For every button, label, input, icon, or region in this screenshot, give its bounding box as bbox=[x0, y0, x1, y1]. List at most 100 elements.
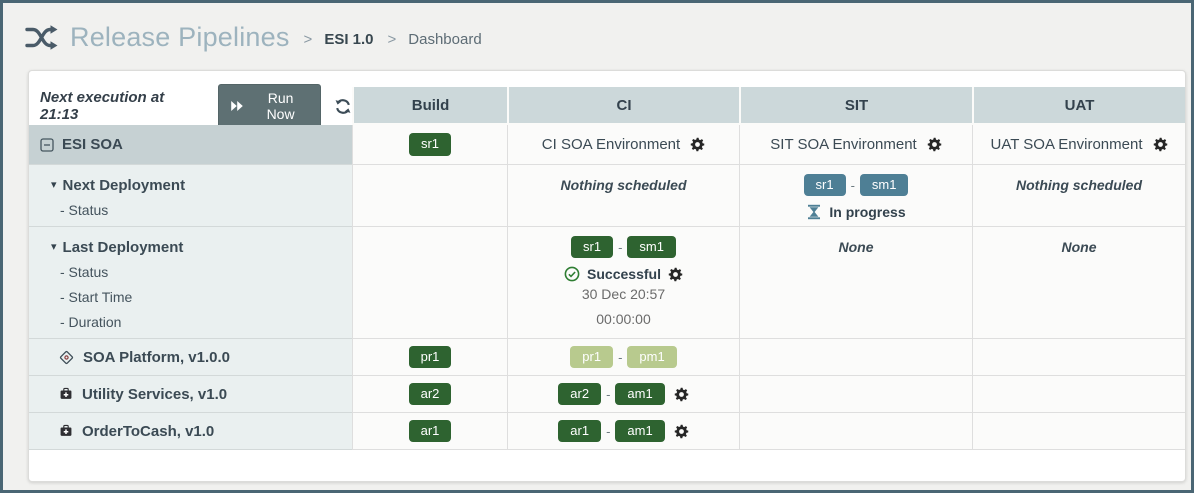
last-deployment-toggle[interactable]: ▾ Last Deployment bbox=[51, 235, 183, 260]
pipeline-toolbar: Next execution at 21:13 Run Now bbox=[29, 84, 352, 128]
build-package-cell: ar2 bbox=[352, 376, 507, 413]
pipeline-name: ESI SOA bbox=[62, 136, 123, 153]
manifest-badge[interactable]: pm1 bbox=[627, 345, 677, 369]
caret-down-icon: ▾ bbox=[51, 179, 57, 191]
breadcrumb-release[interactable]: ESI 1.0 bbox=[324, 30, 374, 48]
release-badge[interactable]: sr1 bbox=[803, 174, 846, 197]
refresh-button[interactable] bbox=[334, 98, 352, 115]
ci-package-cell: pr1 - pm1 bbox=[507, 339, 739, 376]
pipeline-table: Next execution at 21:13 Run Now bbox=[29, 84, 1185, 450]
package-badge[interactable]: ar1 bbox=[408, 419, 452, 443]
last-deployment-label: Last Deployment bbox=[62, 239, 184, 256]
environment-name: SIT SOA Environment bbox=[770, 136, 917, 153]
next-deployment-ci-cell: Nothing scheduled bbox=[507, 165, 739, 227]
package-badge[interactable]: pr1 bbox=[570, 345, 614, 369]
collapse-icon[interactable] bbox=[40, 137, 54, 152]
caret-down-icon: ▾ bbox=[51, 241, 57, 253]
sit-environment-cell: SIT SOA Environment bbox=[739, 125, 972, 165]
breadcrumb-separator: > bbox=[387, 30, 397, 48]
empty-cell bbox=[352, 165, 507, 227]
deployment-status-text: In progress bbox=[829, 204, 906, 221]
package-badge[interactable]: pr1 bbox=[408, 345, 452, 369]
duration-value: 00:00:00 bbox=[596, 311, 651, 328]
build-package-cell: pr1 bbox=[352, 339, 507, 376]
manifest-badge[interactable]: am1 bbox=[615, 382, 665, 406]
badge-separator: - bbox=[618, 349, 623, 365]
manifest-badge[interactable]: sm1 bbox=[627, 236, 676, 259]
environment-name: CI SOA Environment bbox=[541, 136, 681, 153]
next-deployment-sit-cell: sr1 - sm1 In progress bbox=[739, 165, 972, 227]
package-badge[interactable]: ar2 bbox=[558, 382, 602, 406]
application-icon bbox=[59, 387, 73, 401]
environment-name: UAT SOA Environment bbox=[990, 136, 1143, 153]
status-row-label: - Status bbox=[60, 202, 109, 218]
component-row-header: SOA Platform, v1.0.0 bbox=[29, 339, 352, 376]
gear-icon[interactable] bbox=[668, 267, 683, 282]
next-deployment-label: Next Deployment bbox=[62, 177, 186, 194]
uat-environment-cell: UAT SOA Environment bbox=[972, 125, 1185, 165]
empty-cell bbox=[972, 413, 1185, 450]
hourglass-icon bbox=[806, 204, 822, 220]
ci-package-cell: ar1 - am1 bbox=[507, 413, 739, 450]
next-deployment-uat-cell: Nothing scheduled bbox=[972, 165, 1185, 227]
dashboard-panel: Next execution at 21:13 Run Now bbox=[28, 70, 1186, 482]
breadcrumb: Release Pipelines > ESI 1.0 > Dashboard bbox=[25, 15, 482, 59]
empty-cell bbox=[739, 413, 972, 450]
gear-icon[interactable] bbox=[674, 387, 689, 402]
component-name: SOA Platform, v1.0.0 bbox=[83, 348, 230, 366]
component-name: OrderToCash, v1.0 bbox=[82, 422, 215, 440]
empty-cell bbox=[739, 339, 972, 376]
manifest-badge[interactable]: sm1 bbox=[859, 174, 909, 197]
release-badge[interactable]: sr1 bbox=[408, 133, 452, 156]
next-deployment-toggle[interactable]: ▾ Next Deployment bbox=[51, 173, 185, 198]
nothing-scheduled-text: Nothing scheduled bbox=[1016, 177, 1142, 193]
refresh-icon bbox=[334, 98, 352, 115]
empty-cell bbox=[972, 376, 1185, 413]
column-header-ci: CI bbox=[507, 87, 739, 125]
pipeline-row-header[interactable]: ESI SOA bbox=[29, 125, 352, 165]
component-name: Utility Services, v1.0 bbox=[82, 385, 228, 403]
page-title: Release Pipelines bbox=[70, 21, 290, 52]
application-icon bbox=[59, 424, 73, 438]
next-deployment-row-header: ▾ Next Deployment - Status bbox=[29, 165, 352, 227]
gear-icon[interactable] bbox=[674, 424, 689, 439]
badge-separator: - bbox=[606, 423, 611, 439]
build-release-cell: sr1 bbox=[352, 125, 507, 165]
badge-separator: - bbox=[618, 239, 623, 255]
gear-icon[interactable] bbox=[1153, 137, 1168, 152]
column-header-sit: SIT bbox=[739, 87, 972, 125]
package-badge[interactable]: ar1 bbox=[558, 419, 602, 443]
package-badge[interactable]: ar2 bbox=[408, 382, 452, 406]
last-deployment-ci-cell: sr1 - sm1 Successful 3 bbox=[507, 227, 739, 339]
start-time-value: 30 Dec 20:57 bbox=[581, 286, 666, 303]
last-deployment-sit-cell: None bbox=[739, 227, 972, 339]
column-header-build: Build bbox=[352, 87, 507, 125]
breadcrumb-page: Dashboard bbox=[408, 30, 482, 48]
gear-icon[interactable] bbox=[927, 137, 942, 152]
next-execution-text: Next execution at 21:13 bbox=[40, 89, 165, 123]
last-deployment-uat-cell: None bbox=[972, 227, 1185, 339]
ci-package-cell: ar2 - am1 bbox=[507, 376, 739, 413]
run-now-label: Run Now bbox=[266, 90, 295, 122]
fast-forward-icon bbox=[230, 100, 244, 112]
build-package-cell: ar1 bbox=[352, 413, 507, 450]
status-row-label: - Status bbox=[60, 264, 109, 280]
component-row-header: OrderToCash, v1.0 bbox=[29, 413, 352, 450]
empty-cell bbox=[972, 339, 1185, 376]
none-text: None bbox=[838, 239, 874, 255]
duration-row-label: - Duration bbox=[60, 314, 122, 330]
platform-icon bbox=[59, 350, 74, 365]
nothing-scheduled-text: Nothing scheduled bbox=[560, 177, 687, 193]
run-now-button[interactable]: Run Now bbox=[218, 84, 321, 128]
shuffle-icon bbox=[25, 24, 58, 51]
breadcrumb-separator: > bbox=[303, 30, 313, 48]
badge-separator: - bbox=[606, 386, 611, 402]
start-time-row-label: - Start Time bbox=[60, 289, 133, 305]
check-circle-icon bbox=[564, 266, 580, 282]
last-deployment-row-header: ▾ Last Deployment - Status - Start Time … bbox=[29, 227, 352, 339]
release-badge[interactable]: sr1 bbox=[571, 236, 614, 259]
component-row-header: Utility Services, v1.0 bbox=[29, 376, 352, 413]
manifest-badge[interactable]: am1 bbox=[615, 419, 665, 443]
gear-icon[interactable] bbox=[690, 137, 705, 152]
